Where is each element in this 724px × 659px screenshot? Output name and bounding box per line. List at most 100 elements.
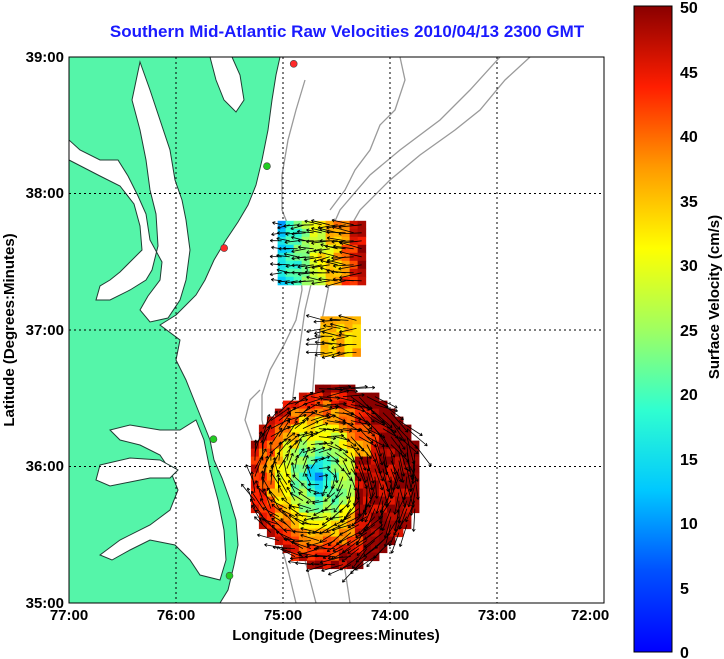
velocity-arrow (319, 532, 336, 543)
velocity-cell (282, 496, 292, 506)
velocity-cell (250, 464, 260, 474)
velocity-arrow (331, 335, 349, 342)
velocity-arrow (337, 516, 360, 528)
velocity-arrow (262, 414, 271, 437)
velocity-arrow (350, 452, 359, 470)
velocity-arrow (374, 412, 393, 429)
velocity-cell (290, 496, 300, 506)
velocity-cell (378, 528, 388, 538)
velocity-arrow (307, 488, 320, 493)
velocity-cell (298, 512, 308, 522)
velocity-arrow (322, 548, 344, 559)
velocity-arrow (306, 542, 327, 549)
velocity-arrow (292, 474, 304, 485)
velocity-arrow (278, 432, 296, 445)
velocity-cell (314, 560, 324, 570)
velocity-arrow (294, 448, 305, 461)
velocity-cell (320, 324, 329, 333)
velocity-arrow (310, 561, 335, 566)
velocity-cell (362, 536, 372, 546)
velocity-cell (328, 332, 337, 341)
velocity-cell (349, 236, 359, 246)
velocity-arrow (398, 452, 406, 477)
velocity-cell (309, 228, 319, 238)
velocity-arrow (282, 459, 288, 477)
velocity-cell (349, 252, 359, 262)
velocity-arrow (334, 444, 349, 454)
velocity-cell (328, 348, 337, 357)
velocity-cell (293, 276, 303, 286)
velocity-arrow (302, 389, 325, 397)
velocity-cell (325, 252, 335, 262)
velocity-arrow (306, 275, 322, 282)
velocity-arrow (250, 471, 256, 493)
x-axis-ticks: 77:00 76:00 75:00 74:00 73:00 72:00 (50, 607, 609, 624)
velocity-arrow (254, 431, 263, 453)
velocity-arrow (346, 532, 368, 546)
velocity-cell (320, 332, 329, 341)
velocity-cell (328, 324, 337, 333)
velocity-cell (357, 220, 367, 230)
velocity-arrow (298, 245, 314, 250)
colorbar-label: Surface Velocity (cm/s) (706, 215, 723, 379)
velocity-arrow (294, 454, 300, 469)
velocity-arrow (313, 491, 327, 496)
velocity-cell (258, 448, 268, 458)
velocity-cell (357, 268, 367, 278)
velocity-cell (306, 512, 316, 522)
velocity-cell (325, 276, 335, 286)
velocity-cell (357, 276, 367, 286)
velocity-arrow (397, 500, 408, 523)
velocity-arrow (310, 446, 326, 453)
velocity-arrow (283, 246, 298, 251)
velocity-arrow (324, 500, 336, 511)
velocity-cell (333, 252, 343, 262)
velocity-arrow (333, 244, 354, 250)
velocity-cell (317, 260, 327, 270)
velocity-arrow (297, 264, 314, 269)
velocity-arrow (382, 404, 404, 421)
velocity-cell (325, 228, 335, 238)
velocity-cell (346, 544, 356, 554)
velocity-arrow (334, 452, 348, 462)
velocity-arrow (277, 469, 288, 485)
velocity-cell (282, 456, 292, 466)
velocity-cell (306, 536, 316, 546)
velocity-arrow (310, 516, 327, 521)
velocity-arrow (338, 240, 362, 250)
velocity-cell (317, 244, 327, 254)
velocity-cell (349, 276, 359, 286)
velocity-arrow (393, 492, 400, 515)
velocity-arrow (398, 524, 408, 547)
velocity-arrow (254, 516, 272, 533)
x-tick: 75:00 (264, 607, 302, 624)
velocity-cell (354, 552, 364, 562)
velocity-arrow (310, 459, 318, 469)
velocity-arrow (364, 524, 384, 540)
velocity-cell (282, 528, 292, 538)
velocity-arrow (321, 330, 341, 337)
velocity-cell (346, 520, 356, 530)
velocity-arrow (241, 483, 256, 501)
velocity-arrow (288, 506, 304, 517)
velocity-arrow (268, 490, 280, 509)
velocity-arrow (286, 420, 298, 437)
y-tick: 39:00 (26, 49, 64, 66)
velocity-arrow (294, 431, 308, 445)
velocity-arrow (306, 314, 325, 321)
velocity-arrow (329, 322, 349, 329)
velocity-arrow (300, 533, 320, 541)
velocity-cell (317, 220, 327, 230)
velocity-cell (282, 464, 292, 474)
velocity-cell (317, 276, 327, 286)
velocity-arrow (326, 444, 342, 452)
velocity-cell (333, 276, 343, 286)
velocity-arrow (313, 248, 330, 253)
velocity-cell (250, 456, 260, 466)
velocity-arrow (326, 230, 346, 235)
velocity-cell (354, 544, 364, 554)
velocity-arrow (409, 492, 416, 516)
velocity-cell (290, 480, 300, 490)
velocity-cell (306, 504, 316, 514)
velocity-arrow (269, 238, 282, 243)
